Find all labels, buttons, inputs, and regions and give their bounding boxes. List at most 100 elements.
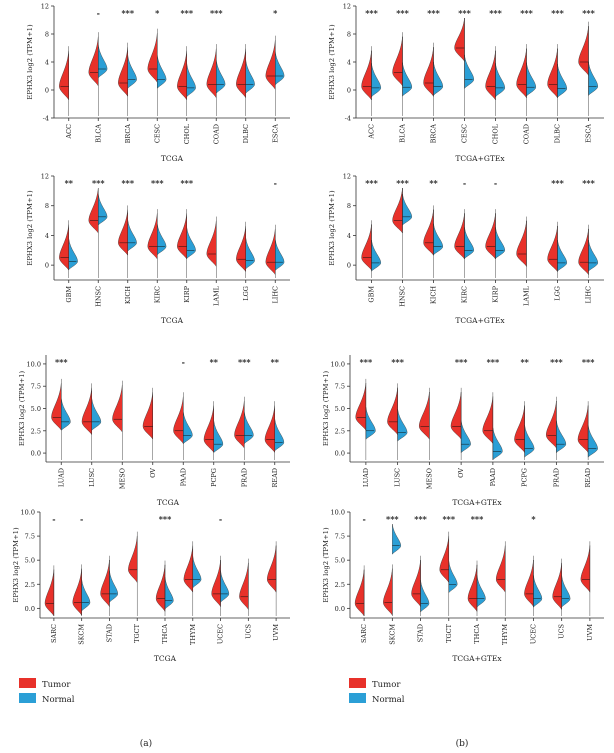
chart-b1: -4 0 4 8 12 EPHX3 log2 (TPM+1) TCGA+GTEx ACC ***… bbox=[328, 3, 604, 163]
y-tick-label: 8 bbox=[347, 202, 351, 210]
legend-right: Tumor Normal bbox=[349, 678, 405, 705]
tumor-violin bbox=[118, 209, 128, 256]
y-tick-label: 10.0 bbox=[21, 509, 35, 517]
significance-label: - bbox=[80, 514, 83, 524]
x-tick-label: SKCM bbox=[388, 624, 396, 645]
tumor-violin bbox=[485, 213, 496, 260]
significance-label: - bbox=[463, 178, 466, 188]
significance-label: *** bbox=[396, 8, 409, 18]
x-tick-label: UCS bbox=[244, 624, 252, 639]
y-axis-label: EPHX3 log2 (TPM+1) bbox=[26, 190, 34, 266]
significance-label: *** bbox=[180, 8, 193, 18]
tumor-violin bbox=[118, 47, 128, 97]
significance-label: * bbox=[531, 514, 536, 524]
x-tick-label: UVM bbox=[272, 624, 280, 641]
significance-label: *** bbox=[582, 8, 595, 18]
tumor-violin bbox=[81, 387, 92, 435]
tumor-violin bbox=[128, 535, 138, 583]
x-tick-label: COAD bbox=[523, 124, 531, 144]
significance-label: *** bbox=[489, 8, 502, 18]
normal-violin bbox=[371, 63, 382, 98]
y-tick-label: 5.0 bbox=[31, 405, 41, 413]
tumor-violin bbox=[546, 400, 557, 449]
y-tick-label: 5.0 bbox=[25, 557, 35, 565]
significance-label: *** bbox=[180, 178, 193, 188]
tumor-violin bbox=[482, 396, 494, 444]
y-axis-label: EPHX3 log2 (TPM+1) bbox=[18, 371, 26, 447]
chart-title: TCGA+GTEx bbox=[452, 654, 502, 663]
tumor-violin bbox=[173, 396, 184, 444]
normal-violin bbox=[397, 409, 408, 442]
tumor-violin bbox=[485, 50, 496, 101]
x-tick-label: THYM bbox=[501, 624, 509, 645]
tumor-violin bbox=[423, 209, 434, 256]
x-tick-label: OV bbox=[457, 468, 465, 478]
significance-label: *** bbox=[151, 178, 164, 188]
tumor-violin bbox=[183, 545, 193, 593]
normal-violin bbox=[164, 577, 174, 610]
y-tick-label: 0 bbox=[45, 87, 49, 95]
normal-violin bbox=[220, 570, 230, 604]
x-tick-label: PAAD bbox=[489, 468, 497, 486]
normal-violin bbox=[557, 240, 568, 272]
x-tick-label: BLCA bbox=[399, 124, 407, 143]
significance-label: ** bbox=[520, 357, 529, 367]
x-tick-label: LIHC bbox=[585, 286, 593, 304]
y-axis-label: EPHX3 log2 (TPM+1) bbox=[26, 24, 34, 100]
x-tick-label: ESCA bbox=[271, 124, 279, 143]
normal-violin bbox=[492, 427, 503, 461]
x-tick-label: CESC bbox=[461, 124, 469, 143]
y-tick-label: 2.5 bbox=[25, 581, 35, 589]
chart-a4: 0.0 2.5 5.0 7.5 10.0 EPHX3 log2 (TPM+1) TCGA SA… bbox=[12, 509, 290, 663]
chart-a2: 0 4 8 12 EPHX3 log2 (TPM+1) TCGA GBM ** HNSC *** K… bbox=[26, 173, 290, 325]
chart-title: TCGA bbox=[161, 154, 184, 163]
tumor-violin bbox=[450, 392, 462, 440]
x-tick-label: LUAD bbox=[362, 468, 370, 487]
significance-label: *** bbox=[551, 8, 564, 18]
y-tick-label: 4 bbox=[45, 59, 49, 67]
y-tick-label: 0.0 bbox=[25, 605, 35, 613]
normal-violin bbox=[274, 418, 285, 452]
significance-label: *** bbox=[582, 178, 595, 188]
x-tick-label: BRCA bbox=[430, 124, 438, 144]
significance-label: *** bbox=[550, 357, 563, 367]
tumor-violin bbox=[44, 569, 55, 617]
x-tick-label: LGG bbox=[242, 286, 250, 301]
tumor-violin bbox=[203, 405, 214, 453]
normal-violin bbox=[245, 237, 255, 270]
chart-b2: 0 4 8 12 EPHX3 log2 (TPM+1) TCGA+GTEx GBM *** HN… bbox=[328, 173, 604, 325]
y-axis-label: EPHX3 log2 (TPM+1) bbox=[322, 371, 330, 447]
tumor-violin bbox=[88, 187, 99, 234]
tumor-violin bbox=[547, 48, 558, 98]
tumor-violin bbox=[239, 562, 249, 610]
chart-a1: -4 0 4 8 12 EPHX3 log2 (TPM+1) TCGA ACC BLCA - BRC… bbox=[26, 3, 290, 163]
tumor-violin bbox=[454, 213, 465, 260]
normal-violin bbox=[98, 193, 108, 226]
x-tick-label: STAD bbox=[105, 624, 113, 642]
legend-tumor-swatch bbox=[349, 678, 366, 688]
normal-violin bbox=[213, 420, 224, 454]
x-tick-label: THCA bbox=[473, 624, 481, 644]
y-tick-label: 2.5 bbox=[335, 427, 345, 435]
tumor-violin bbox=[578, 26, 589, 76]
significance-label: *** bbox=[455, 357, 468, 367]
panel-label-a: (a) bbox=[140, 738, 152, 749]
significance-label: - bbox=[52, 514, 55, 524]
x-tick-label: READ bbox=[584, 468, 592, 488]
x-tick-label: KICH bbox=[124, 286, 132, 304]
x-tick-label: CHOL bbox=[492, 123, 500, 144]
significance-label: * bbox=[155, 8, 160, 18]
y-tick-label: 8 bbox=[347, 31, 351, 39]
y-tick-label: 4 bbox=[45, 232, 49, 240]
significance-label: *** bbox=[360, 357, 373, 367]
x-tick-label: LUSC bbox=[394, 468, 402, 487]
significance-label: - bbox=[494, 178, 497, 188]
x-tick-label: UCEC bbox=[529, 624, 537, 644]
legend-normal-label: Normal bbox=[42, 695, 75, 705]
legend-normal-label: Normal bbox=[372, 695, 405, 705]
normal-violin bbox=[495, 63, 506, 98]
x-tick-label: DLBC bbox=[242, 124, 250, 143]
normal-violin bbox=[109, 570, 118, 604]
y-tick-label: 0 bbox=[45, 262, 49, 270]
